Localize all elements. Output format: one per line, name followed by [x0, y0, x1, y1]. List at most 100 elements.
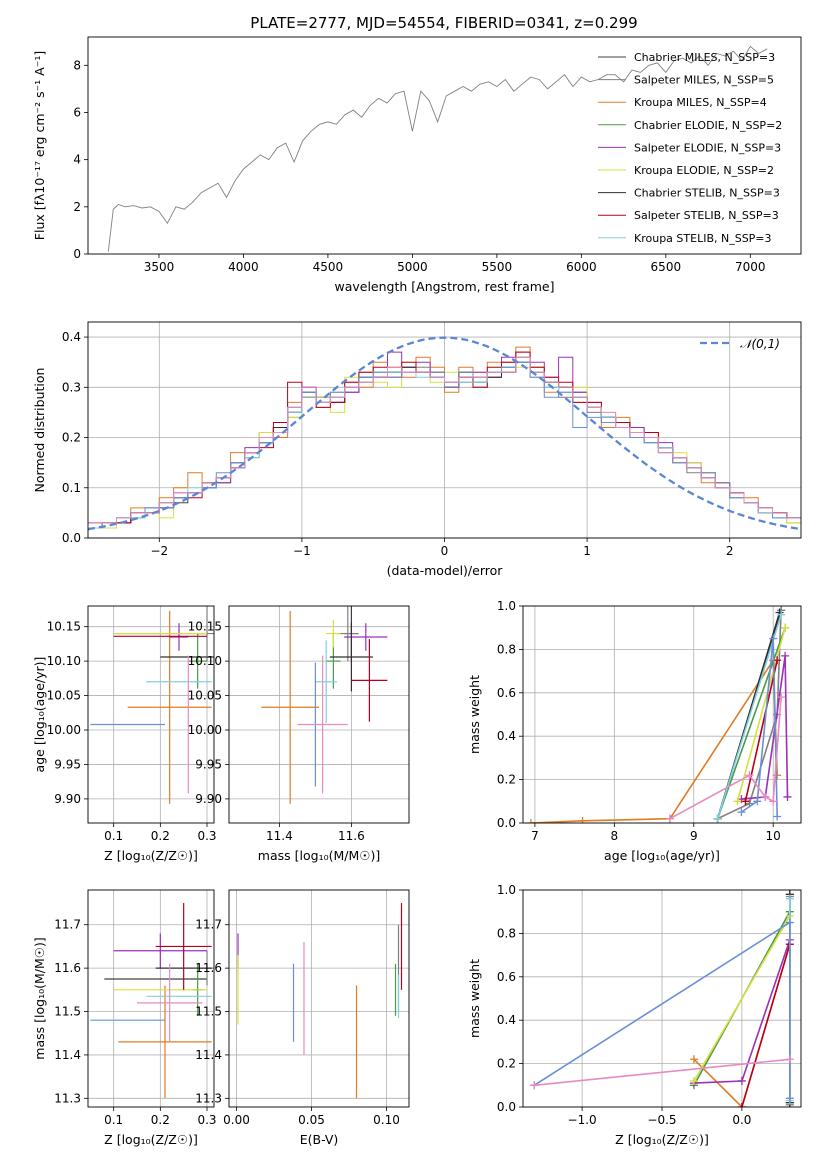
- y-tick-label: 0.0: [62, 531, 81, 545]
- mass-weight-vs-metallicity-panel: −1.0 −0.5 0.0 0.0 0.2 0.4 0.6 0.8 1.0 Z [log₁₀(Z/…: [467, 883, 802, 1147]
- legend-label: Kroupa ELODIE, N_SSP=2: [634, 164, 774, 177]
- mass-weight-marker: [777, 610, 786, 619]
- mass-weight-marker: [781, 651, 790, 660]
- x-tick-label: 0.3: [197, 829, 216, 843]
- x-axis-label: age [log₁₀(age/yr)]: [604, 848, 720, 863]
- plot-area: [261, 606, 388, 804]
- mass-weight-line: [693, 915, 791, 1082]
- mass-vs-metallicity-panel: 0.1 0.2 0.3 11.3 11.4 11.5 11.6 11.7 Z [log₁₀(Z/…: [32, 889, 217, 1147]
- y-tick-label: 0.2: [497, 1057, 516, 1071]
- mass-weight-vs-age-panel: 7 8 9 10 0.0 0.2 0.4 0.6 0.8 1.0 age [log₁₀(age/yr…: [467, 599, 802, 863]
- mass-weight-marker: [785, 894, 794, 903]
- x-tick-label: 0.1: [104, 829, 123, 843]
- y-tick-label: 11.7: [54, 918, 81, 932]
- y-tick-label: 11.6: [195, 961, 222, 975]
- x-tick-label: −0.5: [647, 1113, 676, 1127]
- y-tick-label: 11.5: [195, 1005, 222, 1019]
- mass-weight-line: [717, 610, 782, 820]
- x-tick-label: 6000: [566, 260, 597, 274]
- y-tick-label: 1.0: [497, 599, 516, 613]
- y-tick-label: 9.90: [54, 792, 81, 806]
- x-tick-label: 7000: [735, 260, 766, 274]
- y-tick-label: 10.05: [188, 689, 222, 703]
- y-tick-label: 0.1: [62, 481, 81, 495]
- y-tick-label: 10.10: [188, 654, 222, 668]
- y-tick-label: 0.2: [62, 431, 81, 445]
- axes-frame: [522, 889, 802, 1108]
- legend-label: Chabrier ELODIE, N_SSP=2: [634, 119, 782, 132]
- figure-title: PLATE=2777, MJD=54554, FIBERID=0341, z=0…: [250, 14, 637, 32]
- legend-label: Salpeter STELIB, N_SSP=3: [634, 209, 779, 222]
- y-tick-label: 10.00: [188, 723, 222, 737]
- y-tick-label: 0: [73, 247, 81, 261]
- y-axis-label: mass weight: [467, 959, 482, 1038]
- y-tick-label: 11.4: [54, 1048, 81, 1062]
- x-tick-label: 0.2: [151, 1113, 170, 1127]
- y-tick-label: 0.3: [62, 380, 81, 394]
- x-tick-label: 0.0: [732, 1113, 751, 1127]
- plot-area: [530, 890, 794, 1107]
- legend-label: Kroupa STELIB, N_SSP=3: [634, 232, 772, 245]
- axes-frame: [228, 889, 410, 1108]
- mass-weight-line: [740, 638, 778, 817]
- mass-weight-line: [534, 1058, 790, 1087]
- x-axis-label: mass [log₁₀(M/M☉)]: [258, 848, 380, 863]
- x-axis-label: Z [log₁₀(Z/Z☉)]: [104, 1132, 198, 1147]
- plot-area: [526, 606, 792, 823]
- gaussian-curve: [88, 336, 801, 531]
- mass-weight-marker: [733, 797, 742, 806]
- mass-weight-marker: [578, 816, 587, 823]
- mass-weight-marker: [665, 814, 674, 823]
- spectrum-panel: 3500 4000 4500 5000 5500 6000 6500 7000 0 2 4 6 8 wav…: [32, 36, 802, 294]
- y-tick-label: 10.05: [47, 689, 81, 703]
- y-tick-label: 9.95: [195, 757, 222, 771]
- mass-weight-marker: [781, 623, 790, 632]
- y-tick-label: 2: [73, 200, 81, 214]
- mass-weight-marker: [785, 918, 794, 927]
- y-tick-label: 0.8: [497, 642, 516, 656]
- y-axis-label: mass [log₁₀(M/M☉)]: [32, 937, 47, 1059]
- x-tick-label: 11.4: [266, 829, 293, 843]
- x-tick-label: 5000: [397, 260, 428, 274]
- axes-frame: [228, 605, 410, 824]
- y-tick-label: 10.00: [47, 723, 81, 737]
- x-tick-label: 4500: [313, 260, 344, 274]
- x-tick-label: −1: [293, 544, 311, 558]
- mass-weight-marker: [737, 808, 746, 817]
- y-tick-label: 11.4: [195, 1048, 222, 1062]
- y-tick-label: 9.90: [195, 792, 222, 806]
- y-tick-label: 0.0: [497, 1100, 516, 1114]
- y-tick-label: 6: [73, 105, 81, 119]
- legend-label: 𝒩(0,1): [740, 337, 780, 351]
- plot-area: [90, 606, 214, 804]
- y-tick-label: 0.6: [497, 686, 516, 700]
- y-tick-label: 9.95: [54, 757, 81, 771]
- mass-weight-marker: [689, 1055, 698, 1064]
- mass-weight-line: [741, 944, 791, 1107]
- mass-weight-marker: [689, 1076, 698, 1085]
- x-tick-label: 8: [611, 829, 619, 843]
- mass-weight-marker: [773, 812, 782, 821]
- x-tick-label: 0.3: [197, 1113, 216, 1127]
- y-tick-label: 1.0: [497, 883, 516, 897]
- y-tick-label: 0.8: [497, 926, 516, 940]
- y-tick-label: 10.15: [47, 620, 81, 634]
- legend-label: Salpeter ELODIE, N_SSP=3: [634, 141, 781, 154]
- plot-area: [90, 903, 214, 1099]
- y-tick-label: 11.5: [54, 1005, 81, 1019]
- residuals-panel: −2 −1 0 1 2 0.0 0.1 0.2 0.3 0.4 (data-model)/error…: [32, 321, 802, 578]
- histogram-step: [88, 356, 801, 524]
- mass-weight-marker: [745, 771, 754, 780]
- mass-weight-marker: [783, 792, 792, 801]
- plot-area: [88, 336, 801, 531]
- mass-weight-marker: [761, 792, 770, 801]
- x-tick-label: 7: [531, 829, 539, 843]
- plot-area: [237, 903, 403, 1099]
- mass-weight-line: [716, 614, 782, 819]
- x-tick-label: 5500: [482, 260, 513, 274]
- x-tick-label: 11.6: [338, 829, 365, 843]
- plot-area: [107, 45, 768, 252]
- y-axis-label: age [log₁₀(age/yr)]: [32, 657, 47, 773]
- mass-weight-marker: [741, 797, 750, 806]
